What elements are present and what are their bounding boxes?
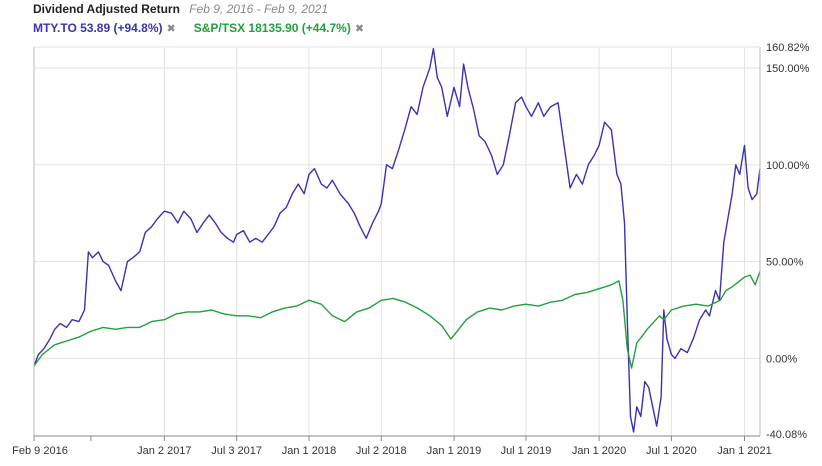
x-tick-label: Jan 1 2020 <box>572 445 626 457</box>
y-tick-label: 150.00% <box>766 63 810 75</box>
legend: MTY.TO 53.89 (+94.8%) ✖ S&P/TSX 18135.90 (… <box>33 21 382 37</box>
x-tick-label: Feb 9 2016 <box>12 445 68 457</box>
x-tick-label: Jan 1 2021 <box>717 445 771 457</box>
x-tick-label: Jan 1 2018 <box>282 445 336 457</box>
x-tick-label: Jul 1 2020 <box>646 445 697 457</box>
axis-layer: Feb 9 2016 Jan 2 2017 Jul 3 2017 Jan 1 2018… <box>12 42 809 457</box>
chart-header: Dividend Adjusted Return Feb 9, 2016 - F… <box>33 2 382 37</box>
title-line: Dividend Adjusted Return Feb 9, 2016 - F… <box>33 2 382 17</box>
legend-mty: MTY.TO 53.89 (+94.8%) <box>33 21 163 35</box>
date-range: Feb 9, 2016 - Feb 9, 2021 <box>189 2 329 16</box>
series-line-mty-to <box>33 47 761 433</box>
x-tick-label: Jan 2 2017 <box>137 445 191 457</box>
x-tick-label: Jan 1 2019 <box>427 445 481 457</box>
x-tick-label: Jul 3 2017 <box>211 445 262 457</box>
y-tick-label: 50.00% <box>766 257 804 269</box>
legend-tsx: S&P/TSX 18135.90 (+44.7%) <box>193 21 351 35</box>
x-tick-label: Jul 2 2018 <box>356 445 407 457</box>
close-icon[interactable]: ✖ <box>354 23 365 35</box>
x-tick-label: Jul 1 2019 <box>501 445 552 457</box>
series-layer <box>33 47 761 433</box>
y-tick-label: 100.00% <box>766 160 810 172</box>
chart-title: Dividend Adjusted Return <box>33 2 180 16</box>
series-line-s-p-tsx <box>33 271 761 369</box>
y-tick-label: -40.08% <box>766 429 807 441</box>
close-icon[interactable]: ✖ <box>166 23 176 35</box>
y-tick-label: 160.82% <box>766 42 810 54</box>
y-tick-label: 0.00% <box>766 353 797 365</box>
